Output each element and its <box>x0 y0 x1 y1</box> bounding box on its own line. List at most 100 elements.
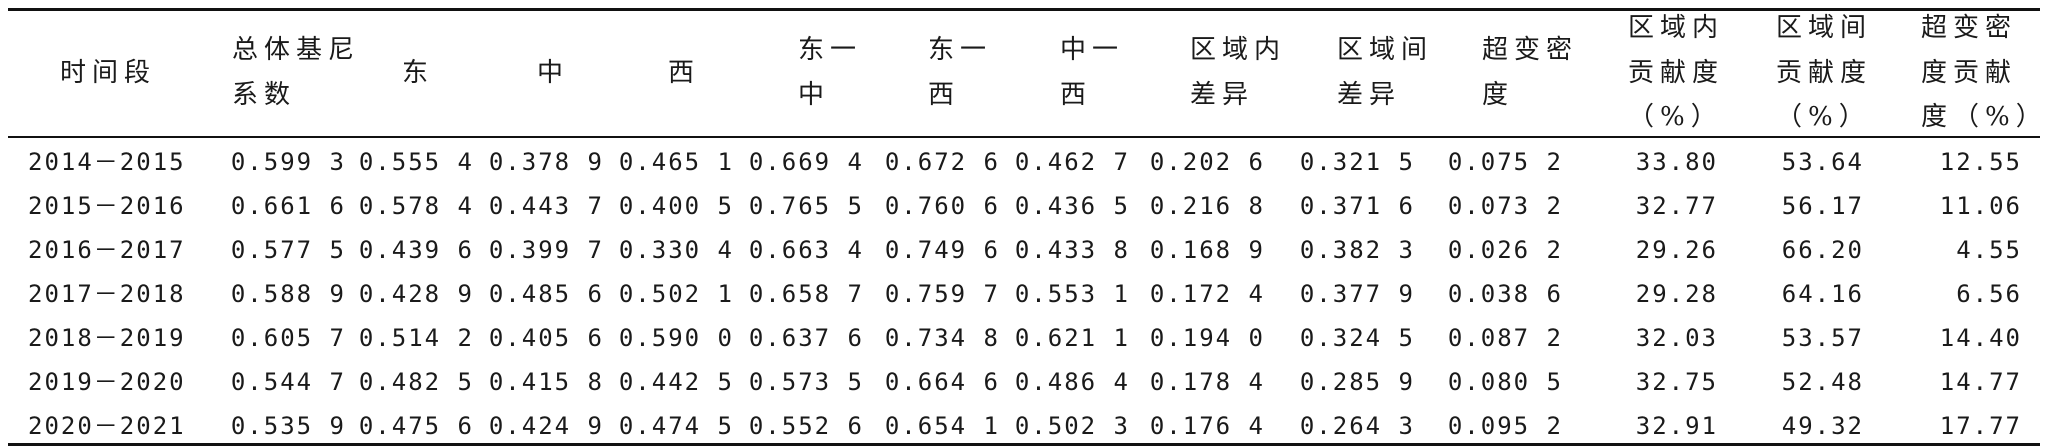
value-cell: 66.20 <box>1781 236 1864 264</box>
value-cell: 0.486 4 <box>1014 368 1130 396</box>
header-line: 西 <box>928 80 961 110</box>
value-cell: 0.176 4 <box>1149 412 1265 440</box>
value-cell: 0.216 8 <box>1149 192 1265 220</box>
header-line: 中 <box>798 80 831 110</box>
value-cell: 0.577 5 <box>230 236 346 264</box>
value-cell: 0.535 9 <box>230 412 346 440</box>
header-line: 西 <box>668 57 701 88</box>
value-cell: 0.663 4 <box>748 236 864 264</box>
header-line: （%） <box>1628 102 1723 133</box>
value-cell: 0.654 1 <box>884 412 1000 440</box>
value-cell: 29.28 <box>1635 280 1718 308</box>
header-line: 时间段 <box>60 57 157 88</box>
header-line: 区域间 <box>1776 12 1873 43</box>
value-cell: 0.637 6 <box>748 324 864 352</box>
value-cell: 0.382 3 <box>1299 236 1415 264</box>
value-cell: 0.553 1 <box>1014 280 1130 308</box>
value-cell: 0.482 5 <box>358 368 474 396</box>
value-cell: 0.321 5 <box>1299 148 1415 176</box>
header-cell: 西 <box>668 10 788 136</box>
header-line: 差异 <box>1190 80 1255 110</box>
value-cell: 64.16 <box>1781 280 1864 308</box>
value-cell: 17.77 <box>1939 412 2022 440</box>
value-cell: 0.605 7 <box>230 324 346 352</box>
value-cell: 0.672 6 <box>884 148 1000 176</box>
header-cell: 区域内 差异 <box>1190 10 1330 136</box>
period-cell: 2018－2019 <box>28 324 186 352</box>
header-line: 东一 <box>928 35 993 66</box>
header-cell: 总体基尼 系数 <box>232 10 392 136</box>
period-cell: 2014－2015 <box>28 148 186 176</box>
value-cell: 0.661 6 <box>230 192 346 220</box>
value-cell: 0.514 2 <box>358 324 474 352</box>
value-cell: 32.03 <box>1635 324 1718 352</box>
value-cell: 6.56 <box>1956 280 2022 308</box>
value-cell: 0.378 9 <box>488 148 604 176</box>
value-cell: 0.285 9 <box>1299 368 1415 396</box>
period-cell: 2020－2021 <box>28 412 186 440</box>
value-cell: 0.172 4 <box>1149 280 1265 308</box>
value-cell: 11.06 <box>1939 192 2022 220</box>
header-line: 总体基尼 <box>232 35 361 66</box>
value-cell: 0.087 2 <box>1447 324 1563 352</box>
value-cell: 14.77 <box>1939 368 2022 396</box>
value-cell: 0.400 5 <box>618 192 734 220</box>
value-cell: 0.371 6 <box>1299 192 1415 220</box>
value-cell: 49.32 <box>1781 412 1864 440</box>
value-cell: 53.57 <box>1781 324 1864 352</box>
value-cell: 0.760 6 <box>884 192 1000 220</box>
value-cell: 0.428 9 <box>358 280 474 308</box>
header-line: 贡献度 <box>1628 57 1725 88</box>
value-cell: 0.194 0 <box>1149 324 1265 352</box>
value-cell: 0.474 5 <box>618 412 734 440</box>
header-line: 度贡献 <box>1921 57 2018 88</box>
header-cell: 中一西 <box>1060 10 1180 136</box>
value-cell: 0.544 7 <box>230 368 346 396</box>
value-cell: 0.734 8 <box>884 324 1000 352</box>
header-cell: 超变密 度贡献 度（%） <box>1921 10 2042 136</box>
value-cell: 0.442 5 <box>618 368 734 396</box>
value-cell: 14.40 <box>1939 324 2022 352</box>
value-cell: 0.324 5 <box>1299 324 1415 352</box>
value-cell: 0.664 6 <box>884 368 1000 396</box>
value-cell: 0.095 2 <box>1447 412 1563 440</box>
value-cell: 0.502 3 <box>1014 412 1130 440</box>
table-top-rule <box>8 8 2040 11</box>
value-cell: 0.080 5 <box>1447 368 1563 396</box>
value-cell: 0.415 8 <box>488 368 604 396</box>
value-cell: 0.264 3 <box>1299 412 1415 440</box>
header-line: 西 <box>1060 80 1093 110</box>
value-cell: 0.590 0 <box>618 324 734 352</box>
header-line: 区域间 <box>1337 35 1434 66</box>
value-cell: 0.436 5 <box>1014 192 1130 220</box>
header-line: 中一 <box>1060 35 1125 66</box>
header-cell: 东 <box>402 10 522 136</box>
header-line: 区域内 <box>1190 35 1287 66</box>
header-cell: 东一西 <box>928 10 1048 136</box>
value-cell: 0.330 4 <box>618 236 734 264</box>
table-bottom-rule <box>8 443 2040 446</box>
value-cell: 0.073 2 <box>1447 192 1563 220</box>
value-cell: 32.91 <box>1635 412 1718 440</box>
value-cell: 0.433 8 <box>1014 236 1130 264</box>
value-cell: 0.749 6 <box>884 236 1000 264</box>
value-cell: 0.377 9 <box>1299 280 1415 308</box>
value-cell: 52.48 <box>1781 368 1864 396</box>
value-cell: 0.573 5 <box>748 368 864 396</box>
header-line: 度 <box>1482 80 1515 110</box>
value-cell: 0.443 7 <box>488 192 604 220</box>
value-cell: 0.502 1 <box>618 280 734 308</box>
table-header-rule <box>8 136 2040 138</box>
value-cell: 0.178 4 <box>1149 368 1265 396</box>
header-line: 超变密 <box>1921 12 2018 43</box>
value-cell: 29.26 <box>1635 236 1718 264</box>
value-cell: 0.759 7 <box>884 280 1000 308</box>
value-cell: 0.578 4 <box>358 192 474 220</box>
value-cell: 32.75 <box>1635 368 1718 396</box>
value-cell: 0.038 6 <box>1447 280 1563 308</box>
header-line: 度（%） <box>1921 102 2048 133</box>
value-cell: 0.765 5 <box>748 192 864 220</box>
value-cell: 0.555 4 <box>358 148 474 176</box>
value-cell: 0.202 6 <box>1149 148 1265 176</box>
